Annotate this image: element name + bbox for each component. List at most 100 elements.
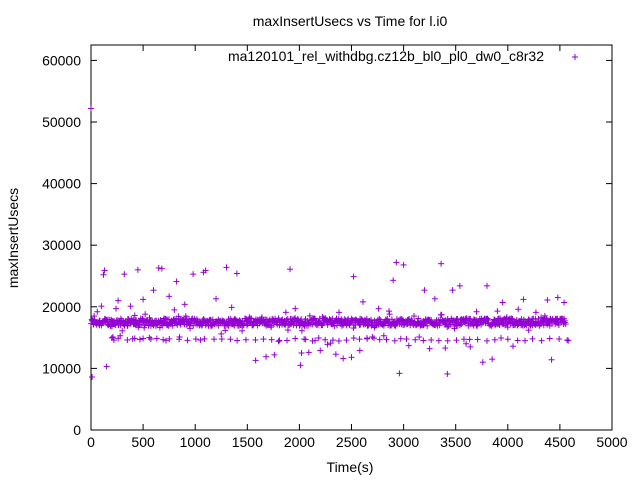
data-point <box>298 327 305 334</box>
data-point <box>456 282 463 289</box>
data-point <box>276 337 283 344</box>
data-point <box>131 312 138 319</box>
data-point <box>124 336 131 343</box>
data-point <box>415 315 422 322</box>
data-point <box>386 308 393 315</box>
data-point <box>175 313 182 320</box>
data-point <box>306 312 313 319</box>
data-point <box>138 321 145 328</box>
data-point <box>147 336 154 343</box>
data-point <box>444 337 451 344</box>
data-point <box>109 333 116 340</box>
x-tick-label: 3000 <box>388 434 419 450</box>
data-point <box>515 306 522 313</box>
data-point <box>127 303 134 310</box>
data-point <box>403 336 410 343</box>
data-point <box>89 374 96 381</box>
data-point <box>463 340 470 347</box>
data-point <box>218 330 225 337</box>
data-point <box>211 336 218 343</box>
data-point <box>98 303 105 310</box>
data-point <box>94 308 101 315</box>
x-tick-label: 3500 <box>440 434 471 450</box>
data-point <box>141 324 148 331</box>
data-point <box>350 335 357 342</box>
x-tick-label: 0 <box>87 434 95 450</box>
y-tick-label: 30000 <box>42 237 81 253</box>
data-point <box>564 337 571 344</box>
data-point <box>181 301 188 308</box>
data-point <box>260 336 267 343</box>
data-point <box>496 321 503 328</box>
data-point <box>343 337 350 344</box>
data-point <box>100 271 107 278</box>
data-point <box>201 335 208 342</box>
data-point <box>453 337 460 344</box>
y-tick-label: 50000 <box>42 114 81 130</box>
data-point <box>348 354 355 361</box>
data-point <box>393 259 400 266</box>
data-point <box>252 336 259 343</box>
data-point <box>350 273 357 280</box>
data-point <box>426 345 433 352</box>
data-point <box>491 336 498 343</box>
data-point <box>163 337 170 344</box>
data-point <box>184 337 191 344</box>
data-point <box>538 337 545 344</box>
x-axis-title: Time(s) <box>327 459 374 475</box>
data-point <box>228 304 235 311</box>
data-point <box>504 336 511 343</box>
data-point <box>302 336 309 343</box>
data-point <box>383 336 390 343</box>
data-point <box>548 356 555 363</box>
data-point <box>305 349 312 356</box>
data-point <box>117 332 124 339</box>
x-tick-label: 1500 <box>232 434 263 450</box>
data-point <box>186 325 193 332</box>
data-point <box>444 370 451 377</box>
data-point <box>386 311 393 318</box>
data-point <box>473 308 480 315</box>
data-point <box>491 316 498 323</box>
data-point <box>411 313 418 320</box>
y-tick-label: 60000 <box>42 52 81 68</box>
data-point <box>435 337 442 344</box>
data-point <box>140 335 147 342</box>
data-point <box>315 334 322 341</box>
data-point <box>166 293 173 300</box>
data-point <box>292 305 299 312</box>
data-point <box>113 305 120 312</box>
data-point <box>562 321 569 328</box>
data-point <box>554 294 561 301</box>
data-point <box>424 322 431 329</box>
data-point <box>236 317 243 324</box>
legend-label: ma120101_rel_withdbg.cz12b_bl0_pl0_dw0_c… <box>228 48 544 64</box>
legend: ma120101_rel_withdbg.cz12b_bl0_pl0_dw0_c… <box>228 48 578 64</box>
data-point <box>258 314 265 321</box>
data-point <box>124 322 131 329</box>
data-point <box>312 337 319 344</box>
data-point <box>514 337 521 344</box>
x-tick-label: 4000 <box>492 434 523 450</box>
data-point <box>327 340 334 347</box>
data-point <box>146 334 153 341</box>
data-point <box>317 347 324 354</box>
y-axis: 0 10000 20000 30000 40000 50000 60000 <box>42 52 612 438</box>
data-marks <box>88 105 572 381</box>
data-point <box>504 324 511 331</box>
data-point <box>521 337 528 344</box>
data-point <box>298 350 305 356</box>
data-point <box>376 336 383 343</box>
data-point <box>190 271 197 278</box>
data-point <box>268 336 275 343</box>
data-point <box>322 336 329 343</box>
legend-marker-glyph <box>572 54 578 60</box>
data-point <box>91 313 98 320</box>
data-point <box>364 335 371 342</box>
y-axis-title: maxInsertUsecs <box>5 188 21 288</box>
data-point <box>275 338 282 345</box>
legend-marker <box>572 54 578 60</box>
data-point <box>420 337 427 344</box>
data-point <box>101 267 108 274</box>
data-point <box>335 309 342 316</box>
